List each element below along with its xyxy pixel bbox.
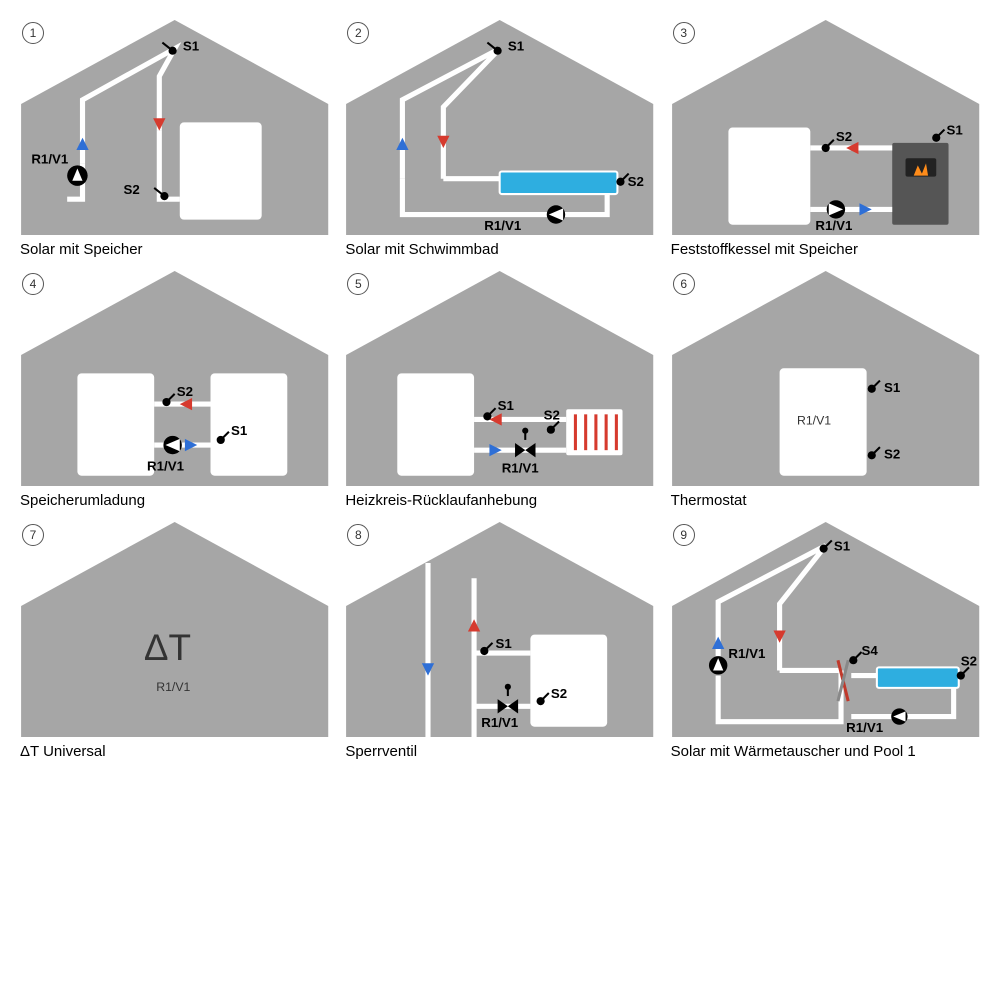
scheme-number-badge: 9 xyxy=(673,524,695,546)
label-pump: R1/V1 xyxy=(797,414,831,428)
label-s2: S2 xyxy=(884,446,900,461)
scheme-cell-6: 6 S1 S2 R1/V1 Thermostat xyxy=(671,271,980,510)
label-s1: S1 xyxy=(183,39,200,54)
scheme-number-badge: 4 xyxy=(22,273,44,295)
scheme-cell-7: 7 ΔT R1/V1 ΔT Universal xyxy=(20,522,329,761)
label-s2: S2 xyxy=(551,686,567,701)
scheme-diagram: S1 S2 R1/V1 xyxy=(20,271,329,486)
scheme-number-badge: 3 xyxy=(673,22,695,44)
scheme-cell-3: 3 S1 xyxy=(671,20,980,259)
scheme-caption: Feststoffkessel mit Speicher xyxy=(671,241,980,259)
scheme-diagram: ΔT R1/V1 xyxy=(20,522,329,737)
scheme-diagram: S1 S2 R1/V1 xyxy=(345,271,654,486)
scheme-diagram: S1 S2 R1/V1 xyxy=(20,20,329,235)
label-pump: R1/V1 xyxy=(502,461,540,476)
scheme-diagram: S1 S2 R1/V1 xyxy=(345,20,654,235)
label-s2: S2 xyxy=(960,653,976,668)
scheme-caption: Heizkreis-Rücklaufanhebung xyxy=(345,492,654,510)
scheme-cell-8: 8 S1 xyxy=(345,522,654,761)
label-s1: S1 xyxy=(834,539,851,554)
scheme-diagram: S1 S2 R1/V1 xyxy=(671,271,980,486)
label-pump: R1/V1 xyxy=(482,715,520,730)
scheme-number-badge: 6 xyxy=(673,273,695,295)
label-s1: S1 xyxy=(946,123,963,138)
label-s2: S2 xyxy=(836,129,852,144)
label-pump: R1/V1 xyxy=(815,218,853,233)
scheme-cell-1: 1 S1 xyxy=(20,20,329,259)
scheme-caption: Sperrventil xyxy=(345,743,654,761)
scheme-caption: Thermostat xyxy=(671,492,980,510)
label-s1: S1 xyxy=(498,398,515,413)
label-pump: R1/V1 xyxy=(156,680,190,694)
label-s1: S1 xyxy=(496,636,513,651)
label-pump: R1/V1 xyxy=(485,218,523,233)
scheme-number-badge: 7 xyxy=(22,524,44,546)
label-pump2: R1/V1 xyxy=(846,720,884,735)
scheme-cell-4: 4 S1 S2 xyxy=(20,271,329,510)
label-pump: R1/V1 xyxy=(728,646,766,661)
scheme-caption: Solar mit Wärmetauscher und Pool 1 xyxy=(671,743,980,761)
scheme-caption: Solar mit Speicher xyxy=(20,241,329,259)
label-s1: S1 xyxy=(508,39,525,54)
scheme-diagram: S1 S2 S4 R1/V1 R1/V1 xyxy=(671,522,980,737)
scheme-caption: Speicherumladung xyxy=(20,492,329,510)
scheme-diagram: S1 S2 R1/V1 xyxy=(345,522,654,737)
label-s2: S2 xyxy=(544,407,560,422)
label-s1: S1 xyxy=(231,423,248,438)
label-s4: S4 xyxy=(861,643,878,658)
scheme-cell-9: 9 xyxy=(671,522,980,761)
label-pump: R1/V1 xyxy=(31,151,69,166)
scheme-cell-2: 2 S1 S xyxy=(345,20,654,259)
label-s2: S2 xyxy=(177,384,193,399)
scheme-caption: Solar mit Schwimmbad xyxy=(345,241,654,259)
scheme-number-badge: 1 xyxy=(22,22,44,44)
label-s2: S2 xyxy=(628,174,644,189)
label-s1: S1 xyxy=(884,380,901,395)
label-pump: R1/V1 xyxy=(147,459,185,474)
scheme-diagram: S1 S2 R1/V1 xyxy=(671,20,980,235)
scheme-caption: ΔT Universal xyxy=(20,743,329,761)
scheme-grid: 1 S1 xyxy=(20,20,980,761)
label-s2: S2 xyxy=(123,182,139,197)
scheme-cell-5: 5 xyxy=(345,271,654,510)
label-dt: ΔT xyxy=(144,627,191,668)
